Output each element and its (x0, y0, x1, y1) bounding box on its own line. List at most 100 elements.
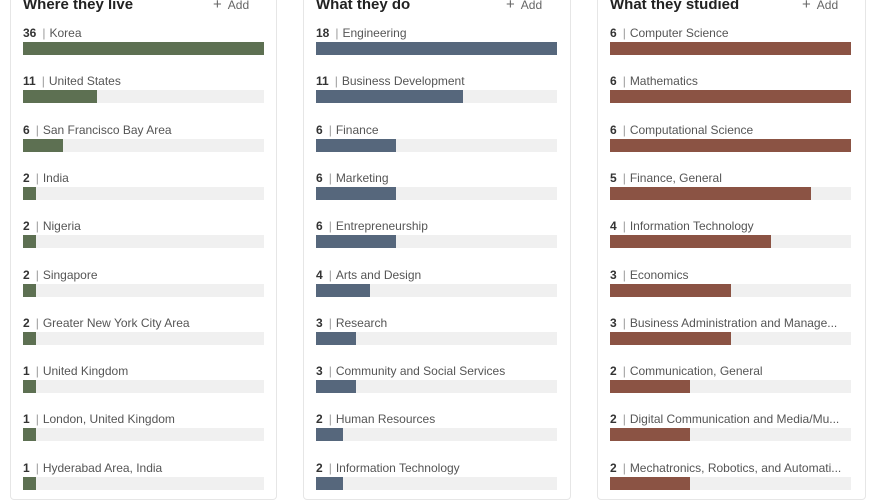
row-name: Computer Science (629, 26, 729, 40)
row-label: 11 | Business Development (316, 72, 557, 90)
row-count: 18 (316, 26, 330, 40)
bar-row[interactable]: 2 | Mechatronics, Robotics, and Automati..… (610, 459, 851, 503)
add-button[interactable]: + Add (802, 0, 838, 15)
row-count: 2 (23, 170, 30, 185)
separator: | (41, 74, 45, 89)
row-count: 3 (316, 364, 323, 379)
bar-row[interactable]: 6 | Marketing (316, 169, 557, 213)
separator: | (328, 267, 332, 282)
separator: | (328, 122, 332, 137)
bar-row[interactable]: 3 | Community and Social Services (316, 362, 557, 406)
separator: | (35, 122, 39, 137)
row-label: 1 | United Kingdom (23, 362, 264, 380)
row-name: Computational Science (629, 122, 754, 137)
row-count: 2 (610, 412, 617, 427)
bar-track (316, 331, 557, 345)
row-name: Digital Communication and Media/Mu... (629, 412, 840, 427)
row-name: Information Technology (629, 219, 754, 234)
row-name: Finance (335, 122, 379, 137)
separator: | (622, 364, 626, 379)
bar-row[interactable]: 3 | Research (316, 314, 557, 358)
add-button[interactable]: + Add (506, 0, 542, 15)
row-label: 2 | Information Technology (316, 459, 557, 477)
plus-icon: + (213, 0, 222, 13)
separator: | (622, 412, 626, 427)
bar-row[interactable]: 11 | Business Development (316, 72, 557, 116)
row-count: 2 (316, 412, 323, 427)
bar-fill (316, 380, 356, 394)
separator: | (622, 460, 626, 475)
bar-row[interactable]: 11 | United States (23, 72, 264, 116)
bar-row[interactable]: 2 | Information Technology (316, 459, 557, 503)
separator: | (42, 26, 46, 40)
row-label: 6 | Entrepreneurship (316, 217, 557, 235)
separator: | (328, 412, 332, 427)
separator: | (622, 267, 626, 282)
bar-row[interactable]: 5 | Finance, General (610, 169, 851, 213)
row-label: 1 | Hyderabad Area, India (23, 459, 264, 477)
row-label: 18 | Engineering (316, 24, 557, 42)
bar-row[interactable]: 6 | Computational Science (610, 121, 851, 165)
row-label: 4 | Information Technology (610, 217, 851, 235)
bar-row[interactable]: 6 | Finance (316, 121, 557, 165)
bar-row[interactable]: 18 | Engineering (316, 24, 557, 68)
row-count: 1 (23, 412, 30, 427)
separator: | (334, 74, 338, 89)
card-header: Where they live + Add (23, 0, 264, 15)
bar-track (610, 428, 851, 442)
bar-fill (23, 283, 36, 297)
bar-fill (610, 235, 771, 249)
bar-row[interactable]: 6 | Entrepreneurship (316, 217, 557, 261)
bar-row[interactable]: 2 | Communication, General (610, 362, 851, 406)
row-count: 2 (23, 219, 30, 234)
bar-row[interactable]: 6 | Mathematics (610, 72, 851, 116)
bar-fill (610, 186, 811, 200)
bar-row[interactable]: 1 | London, United Kingdom (23, 410, 264, 454)
bar-track (23, 380, 264, 394)
row-count: 4 (610, 219, 617, 234)
bar-track (316, 428, 557, 442)
row-label: 2 | Greater New York City Area (23, 314, 264, 332)
bar-row[interactable]: 4 | Information Technology (610, 217, 851, 261)
row-count: 2 (23, 315, 30, 330)
row-count: 3 (316, 315, 323, 330)
bar-row[interactable]: 4 | Arts and Design (316, 266, 557, 310)
bar-fill (23, 42, 264, 55)
bar-row[interactable]: 1 | Hyderabad Area, India (23, 459, 264, 503)
row-count: 1 (23, 460, 30, 475)
bar-row[interactable]: 1 | United Kingdom (23, 362, 264, 406)
row-label: 3 | Research (316, 314, 557, 332)
row-name: Mathematics (629, 74, 698, 89)
bar-row[interactable]: 2 | India (23, 169, 264, 213)
separator: | (622, 26, 626, 40)
row-count: 2 (316, 460, 323, 475)
bar-row[interactable]: 6 | San Francisco Bay Area (23, 121, 264, 165)
bar-track (316, 138, 557, 152)
bar-row[interactable]: 2 | Digital Communication and Media/Mu... (610, 410, 851, 454)
bar-row[interactable]: 6 | Computer Science (610, 24, 851, 68)
bar-track (610, 476, 851, 490)
bar-row[interactable]: 3 | Business Administration and Manage... (610, 314, 851, 358)
bar-row[interactable]: 2 | Human Resources (316, 410, 557, 454)
row-name: Greater New York City Area (42, 315, 190, 330)
add-button[interactable]: + Add (213, 0, 249, 15)
row-name: Marketing (335, 170, 389, 185)
bar-fill (23, 235, 36, 249)
bar-fill (316, 331, 356, 345)
row-count: 6 (316, 170, 323, 185)
bar-row[interactable]: 2 | Singapore (23, 266, 264, 310)
bar-row[interactable]: 2 | Nigeria (23, 217, 264, 261)
bar-track (23, 331, 264, 345)
row-name: Research (335, 315, 388, 330)
row-name: Finance, General (629, 170, 722, 185)
card-title: Where they live (23, 0, 134, 13)
row-name: India (42, 170, 69, 185)
separator: | (328, 219, 332, 234)
bar-row[interactable]: 2 | Greater New York City Area (23, 314, 264, 358)
bar-row[interactable]: 3 | Economics (610, 266, 851, 310)
bar-track (316, 235, 557, 249)
bar-track (610, 331, 851, 345)
bar-row[interactable]: 36 | Korea (23, 24, 264, 68)
row-label: 4 | Arts and Design (316, 266, 557, 284)
bar-fill (610, 90, 851, 104)
